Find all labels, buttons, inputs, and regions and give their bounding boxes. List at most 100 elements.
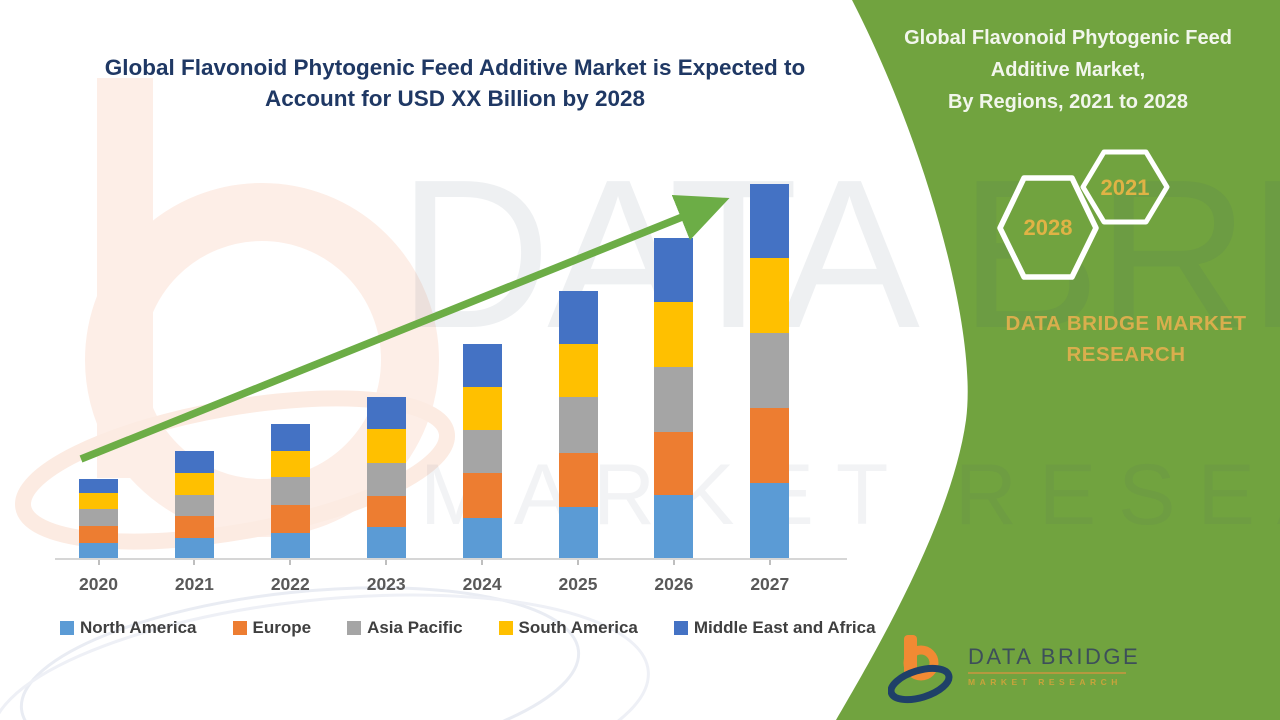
legend-swatch <box>498 621 513 635</box>
legend-item-asia-pacific: Asia Pacific <box>347 618 463 638</box>
x-axis-label: 2026 <box>654 574 694 594</box>
legend-swatch <box>60 621 74 635</box>
bar-segment-europe <box>366 496 406 527</box>
bar-segment-north-america <box>79 543 118 558</box>
x-axis-line <box>55 558 847 560</box>
legend-item-europe: Europe <box>232 618 312 638</box>
bar-segment-asia-pacific <box>174 495 214 516</box>
bar-segment-south-america <box>366 429 406 463</box>
hexagon-2021-label: 2021 <box>1101 175 1150 200</box>
panel-heading: Global Flavonoid Phytogenic Feed Additiv… <box>872 22 1264 118</box>
legend-swatch <box>673 621 688 635</box>
axis-tick <box>672 560 675 565</box>
bar-segment-europe <box>174 516 214 538</box>
bar-segment-asia-pacific <box>558 397 598 453</box>
pink-logo-watermark <box>14 78 456 550</box>
axis-tick <box>481 560 484 565</box>
bar-segment-europe <box>462 473 502 518</box>
x-axis-label: 2025 <box>558 574 598 594</box>
bar-segment-europe <box>750 408 790 483</box>
axis-tick <box>385 560 388 565</box>
bar-segment-north-america <box>558 507 598 558</box>
bar-segment-north-america <box>366 527 406 558</box>
bar-segment-south-america <box>270 451 310 477</box>
x-axis-label: 2024 <box>462 574 502 594</box>
bar-segment-south-america <box>79 493 118 509</box>
bar-segment-asia-pacific <box>270 477 310 505</box>
bar-segment-south-america <box>174 473 214 495</box>
panel-brand-line1: DATA BRIDGE MARKET <box>1005 312 1247 335</box>
bar-segment-middle-east-and-africa <box>654 238 694 302</box>
panel-heading-line1: Global Flavonoid Phytogenic Feed <box>904 27 1232 49</box>
bar-segment-middle-east-and-africa <box>270 424 310 451</box>
bar-segment-asia-pacific <box>462 430 502 473</box>
watermark-text-primary: DATA BRIDGE <box>398 135 1280 372</box>
footer-logo-text: DATA BRIDGE MARKET RESEARCH <box>968 646 1140 687</box>
bar-segment-middle-east-and-africa <box>366 397 406 429</box>
footer-logo-subtitle: MARKET RESEARCH <box>968 677 1122 687</box>
legend-label: North America <box>80 618 197 637</box>
axis-tick <box>97 560 100 565</box>
chart-title-line1: Global Flavonoid Phytogenic Feed Additiv… <box>104 55 806 80</box>
legend-item-middle-east-and-africa: Middle East and Africa <box>673 618 876 638</box>
hexagon-2021 <box>1080 149 1170 225</box>
bar-segment-europe <box>558 453 598 507</box>
bar-segment-asia-pacific <box>366 463 406 496</box>
bar-segment-asia-pacific <box>654 367 694 432</box>
x-axis-label: 2027 <box>750 574 790 594</box>
x-axis-label: 2020 <box>79 574 118 594</box>
bar-segment-north-america <box>270 533 310 558</box>
bar-segment-middle-east-and-africa <box>750 184 790 258</box>
legend-swatch <box>232 621 247 635</box>
legend-label: Middle East and Africa <box>693 618 876 637</box>
legend-label: Asia Pacific <box>367 618 463 637</box>
x-axis-label: 2023 <box>366 574 406 594</box>
axis-tick <box>193 560 196 565</box>
bar-segment-south-america <box>558 344 598 397</box>
x-axis-label: 2021 <box>174 574 214 594</box>
gray-swoosh-watermark <box>0 586 650 720</box>
x-axis-label: 2022 <box>270 574 310 594</box>
bar-segment-middle-east-and-africa <box>79 479 118 493</box>
panel-brand-line2: RESEARCH <box>1066 343 1186 366</box>
footer-logo-rule <box>968 672 1126 674</box>
footer-logo-name: DATA BRIDGE <box>968 644 1141 669</box>
chart-title: Global Flavonoid Phytogenic Feed Additiv… <box>60 52 850 114</box>
bar-segment-middle-east-and-africa <box>462 344 502 387</box>
legend-label: Europe <box>252 618 312 637</box>
axis-tick <box>289 560 292 565</box>
panel-brand-text: DATA BRIDGE MARKET RESEARCH <box>945 308 1280 370</box>
hexagon-2028-label: 2028 <box>1024 215 1073 240</box>
legend-swatch <box>347 621 362 635</box>
bar-segment-north-america <box>174 538 214 558</box>
bar-segment-asia-pacific <box>750 333 790 408</box>
legend-item-south-america: South America <box>498 618 638 638</box>
panel-heading-line3: By Regions, 2021 to 2028 <box>947 91 1189 113</box>
footer-logo: DATA BRIDGE MARKET RESEARCH <box>888 632 1140 708</box>
chart-title-line2: Account for USD XX Billion by 2028 <box>264 86 646 111</box>
hexagon-2028 <box>997 175 1099 280</box>
bar-segment-south-america <box>750 258 790 333</box>
bar-segment-europe <box>270 505 310 533</box>
panel-heading-line2: Additive Market, <box>990 59 1146 81</box>
bar-segment-north-america <box>750 483 790 558</box>
bar-segment-middle-east-and-africa <box>174 451 214 473</box>
bar-segment-asia-pacific <box>79 509 118 526</box>
bar-segment-south-america <box>654 302 694 367</box>
bar-segment-south-america <box>462 387 502 430</box>
axis-tick <box>768 560 771 565</box>
data-bridge-logo-icon <box>888 635 953 704</box>
stacked-bar-chart: 2020 2021 2022 2023 2024 2025 2026 2027 <box>79 184 790 594</box>
legend-label: South America <box>518 618 638 637</box>
trend-arrow <box>79 194 730 463</box>
bar-segment-north-america <box>462 518 502 558</box>
chart-legend: North America Europe Asia Pacific South Ame… <box>60 618 876 638</box>
hexagon-badges: 2021 2028 <box>997 149 1170 280</box>
axis-tick <box>577 560 579 565</box>
bar-segment-europe <box>79 526 118 543</box>
bar-segment-north-america <box>654 495 694 558</box>
bar-segment-europe <box>654 432 694 495</box>
legend-item-north-america: North America <box>60 618 197 638</box>
